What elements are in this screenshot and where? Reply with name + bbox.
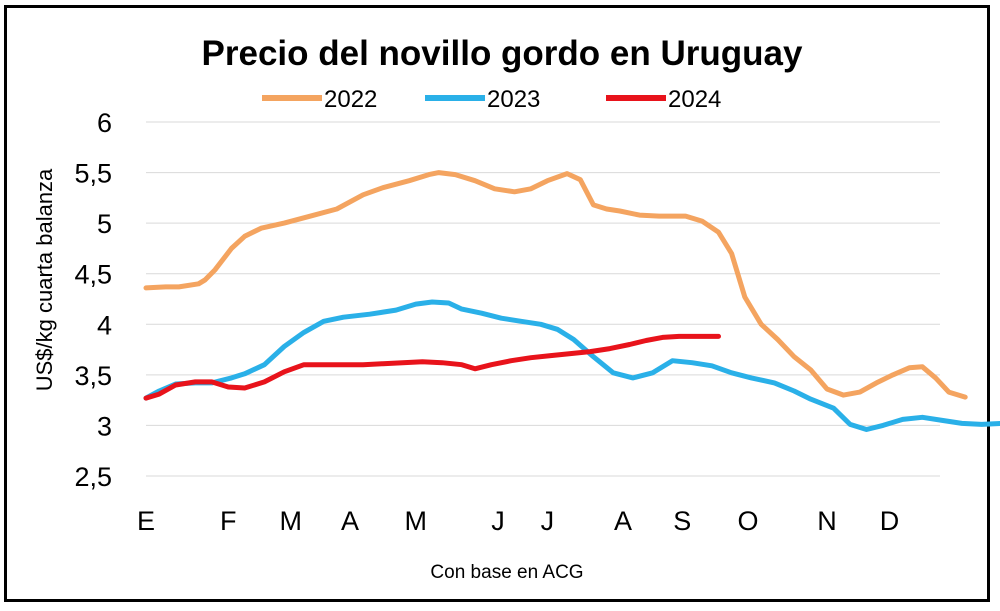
series-line-2024	[143, 333, 721, 401]
legend-label-2022: 2022	[324, 86, 377, 113]
y-tick-label: 2,5	[74, 462, 112, 492]
y-axis-label: US$/kg cuarta balanza	[32, 168, 57, 391]
y-tick-label: 5	[97, 209, 112, 239]
x-tick-label: N	[817, 506, 837, 536]
y-axis-ticks: 6 5,5 5 4,5 4 3,5 3 2,5	[74, 108, 112, 492]
source-note: Con base en ACG	[430, 562, 583, 583]
x-tick-label: M	[405, 506, 428, 536]
legend: 2022 2023 2024	[262, 86, 721, 113]
series-line-2022	[143, 170, 968, 400]
x-tick-label: S	[673, 506, 691, 536]
chart-frame	[4, 5, 990, 602]
x-tick-label: J	[541, 506, 555, 536]
y-tick-label: 6	[97, 108, 112, 138]
chart-title: Precio del novillo gordo en Uruguay	[202, 34, 803, 73]
x-tick-label: A	[341, 506, 359, 536]
series-lines	[143, 170, 1000, 432]
x-tick-label: F	[220, 506, 237, 536]
y-tick-label: 3,5	[74, 361, 112, 391]
x-tick-label: A	[614, 506, 632, 536]
x-tick-label: E	[137, 506, 155, 536]
y-tick-label: 4	[97, 310, 112, 340]
x-tick-label: D	[880, 506, 900, 536]
x-tick-label: O	[738, 506, 759, 536]
legend-label-2023: 2023	[487, 86, 540, 113]
series-line-2023	[143, 299, 1000, 432]
legend-label-2024: 2024	[668, 86, 721, 113]
y-tick-label: 4,5	[74, 260, 112, 290]
y-tick-label: 5,5	[74, 159, 112, 189]
y-tick-label: 3	[97, 411, 112, 441]
gridlines	[146, 121, 940, 477]
x-tick-label: M	[280, 506, 303, 536]
x-tick-label: J	[491, 506, 505, 536]
